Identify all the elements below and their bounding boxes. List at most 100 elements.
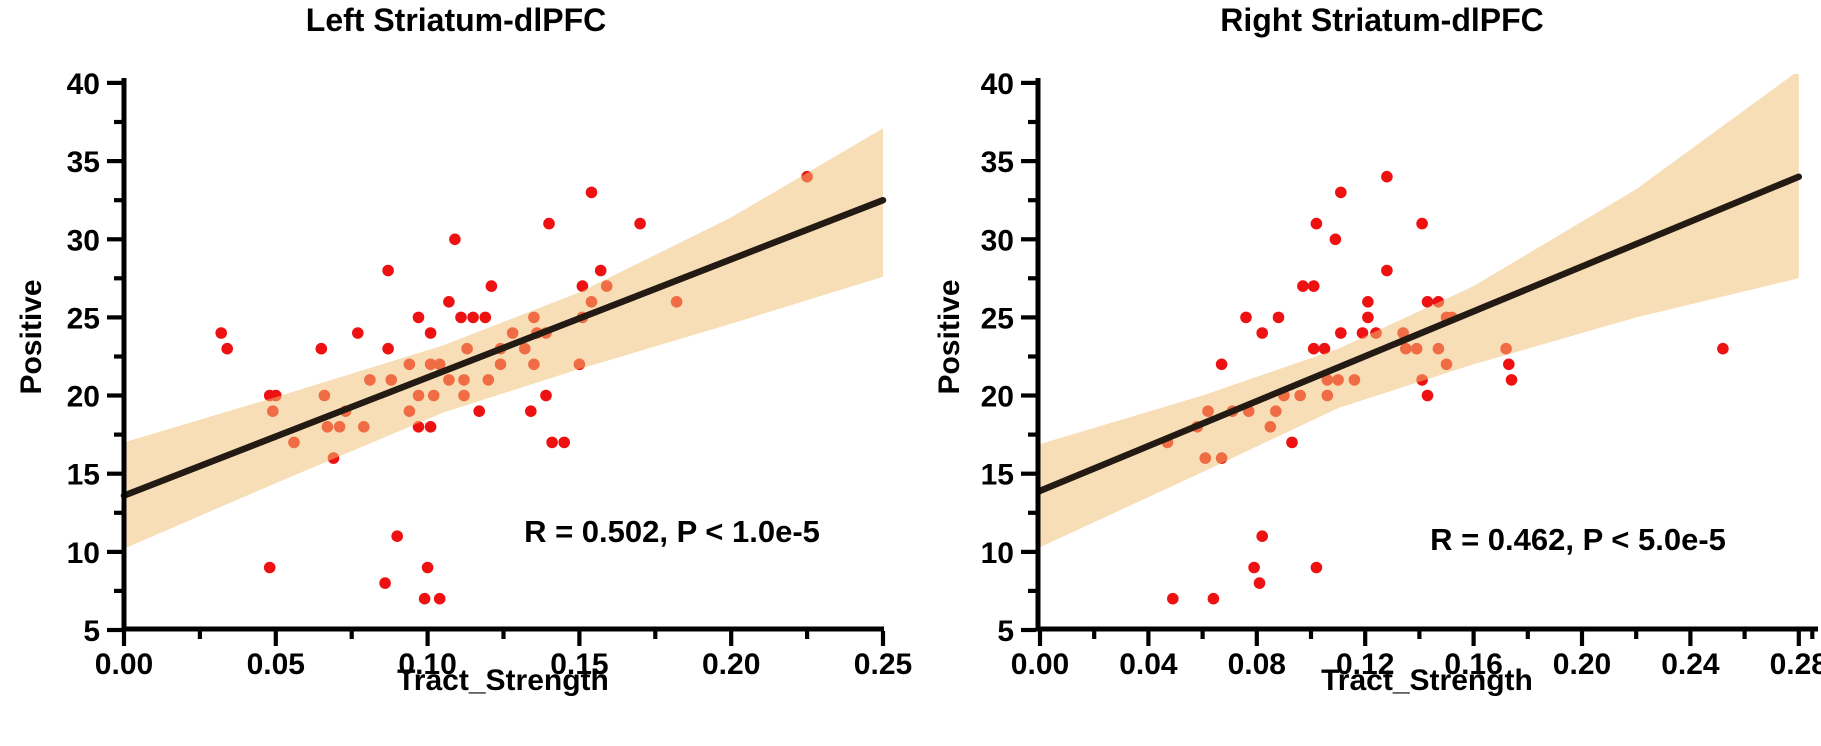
x-tick-label: 0.10 <box>398 648 456 681</box>
x-tick-label: 0.20 <box>1553 648 1611 681</box>
y-tick-label: 5 <box>83 615 100 648</box>
data-point <box>1505 374 1518 386</box>
data-point <box>1421 296 1434 308</box>
y-tick-label: 20 <box>981 381 1014 414</box>
x-tick-label: 0.05 <box>247 648 305 681</box>
y-tick-label: 10 <box>67 537 100 570</box>
data-point <box>1297 280 1309 292</box>
left-scatter-plot: 0.00 0.05 0.10 0.15 0.20 0.25 5 10 15 20 25 30 35 40 <box>67 68 913 681</box>
data-point <box>215 327 227 339</box>
data-point <box>433 592 446 605</box>
axes-layer <box>1035 78 1818 632</box>
data-point <box>1329 233 1342 246</box>
data-point <box>424 421 437 433</box>
data-point <box>1248 561 1260 574</box>
ticks-layer <box>1021 80 1815 646</box>
y-tick-label: 15 <box>67 459 100 492</box>
confidence-band <box>1040 74 1799 548</box>
data-point <box>585 186 598 199</box>
left-stats-annotation: R = 0.502, P < 1.0e-5 <box>524 514 820 549</box>
data-point <box>382 342 394 355</box>
data-point <box>543 217 555 230</box>
y-tick-label: 30 <box>67 224 100 257</box>
left-x-axis-title: Tract_Strength <box>397 664 609 697</box>
data-point <box>352 327 364 339</box>
data-point <box>1215 358 1228 371</box>
data-point <box>382 264 394 277</box>
data-point <box>540 389 552 402</box>
data-point <box>221 342 233 355</box>
left-y-axis-title: Positive <box>15 279 48 395</box>
y-tick-label: 25 <box>981 302 1014 335</box>
y-tick-label: 10 <box>981 537 1014 570</box>
tick-labels-layer: 0.00 0.05 0.10 0.15 0.20 0.25 5 10 15 20 25 30 35 40 <box>67 68 913 681</box>
data-point <box>449 233 461 246</box>
right-y-axis-title: Positive <box>933 279 966 395</box>
data-point <box>424 327 437 339</box>
data-point <box>594 264 607 277</box>
data-point <box>443 296 455 308</box>
y-tick-label: 40 <box>67 68 100 101</box>
data-point <box>1381 170 1393 183</box>
right-stats-annotation: R = 0.462, P < 5.0e-5 <box>1430 522 1726 557</box>
right-scatter-plot: 0.00 0.04 0.08 0.12 0.16 0.20 0.24 0.28 5 10 15 20 2… <box>981 68 1821 681</box>
x-tick-label: 0.08 <box>1228 648 1286 681</box>
data-point <box>1307 342 1320 355</box>
data-point <box>634 217 646 230</box>
left-plot-title: Left Striatum-dlPFC <box>305 2 607 38</box>
x-tick-label: 0.12 <box>1336 648 1394 681</box>
right-plot-title: Right Striatum-dlPFC <box>1220 2 1544 38</box>
data-point <box>1335 186 1347 199</box>
regression-line <box>120 196 887 499</box>
data-point <box>1318 342 1331 355</box>
data-point <box>391 530 404 542</box>
y-tick-label: 35 <box>981 146 1014 179</box>
x-tick-label: 0.24 <box>1661 648 1720 681</box>
data-point <box>467 311 479 324</box>
data-point <box>1416 217 1428 230</box>
data-point <box>1310 217 1323 230</box>
data-point <box>1356 327 1369 339</box>
y-tick-label: 20 <box>67 381 100 414</box>
data-point <box>1167 592 1179 605</box>
data-point <box>1307 280 1320 292</box>
tick-labels-layer: 0.00 0.04 0.08 0.12 0.16 0.20 0.24 0.28 5 10 15 20 2… <box>981 68 1821 681</box>
y-tick-label: 25 <box>67 302 100 335</box>
data-point <box>1503 358 1515 371</box>
x-tick-label: 0.15 <box>550 648 608 681</box>
data-point <box>379 577 391 589</box>
data-point <box>1310 561 1323 574</box>
data-point <box>1335 327 1347 339</box>
data-point <box>1286 436 1298 449</box>
x-tick-label: 0.20 <box>702 648 760 681</box>
x-tick-label: 0.16 <box>1444 648 1502 681</box>
data-point <box>1253 577 1266 589</box>
data-point <box>576 280 589 292</box>
data-point <box>455 311 467 324</box>
data-point <box>418 592 431 605</box>
data-point <box>1717 342 1729 355</box>
data-point <box>1256 530 1268 542</box>
y-tick-label: 35 <box>67 146 100 179</box>
confidence-band <box>124 128 883 549</box>
axes-layer <box>121 78 884 632</box>
x-tick-label: 0.04 <box>1119 648 1178 681</box>
y-tick-label: 5 <box>997 615 1014 648</box>
data-point <box>558 436 570 449</box>
data-point <box>412 311 425 324</box>
x-tick-label: 0.00 <box>95 648 153 681</box>
data-point <box>263 561 276 574</box>
data-point <box>315 342 328 355</box>
x-tick-label: 0.00 <box>1011 648 1069 681</box>
data-point <box>525 405 537 418</box>
data-point <box>1362 311 1374 324</box>
regression-line <box>1036 173 1803 495</box>
right-x-axis-title: Tract_Strength <box>1321 664 1533 697</box>
data-point <box>1362 296 1374 308</box>
data-point <box>473 405 486 418</box>
y-tick-label: 30 <box>981 224 1014 257</box>
data-point <box>1381 264 1393 277</box>
data-point <box>546 436 558 449</box>
